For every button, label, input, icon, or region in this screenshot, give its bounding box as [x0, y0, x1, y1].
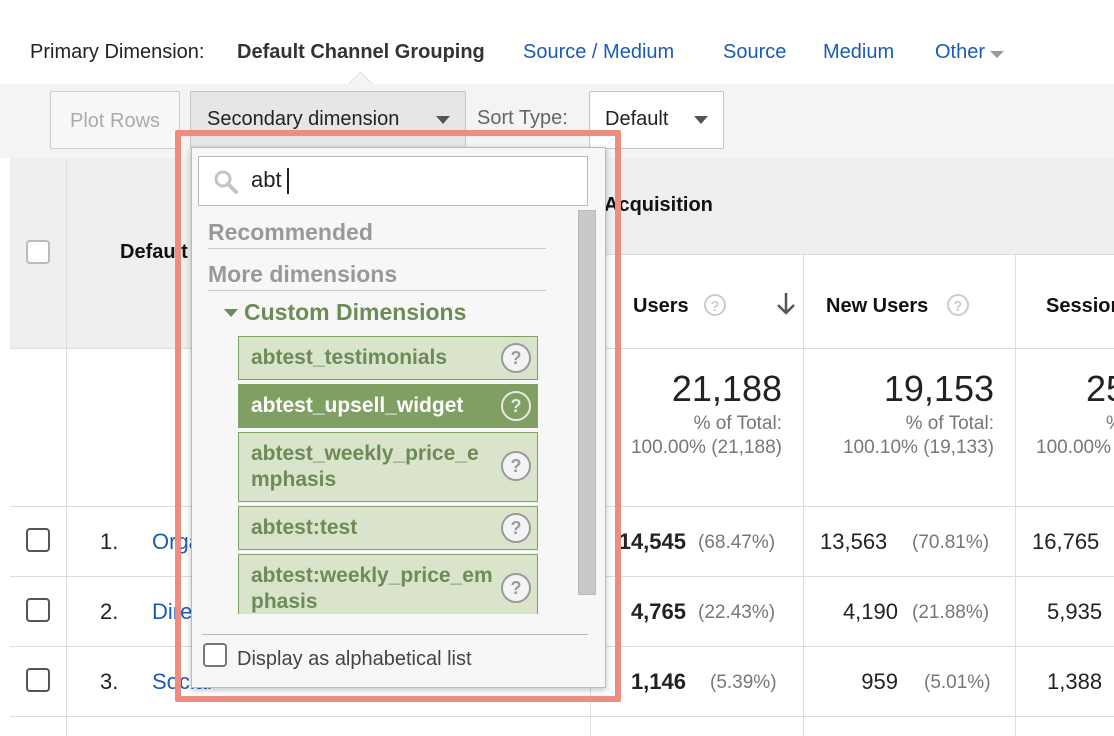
sort-type-value: Default	[605, 108, 669, 130]
dimension-option-label: abtest:test	[251, 516, 358, 539]
primary-dimension-link-source[interactable]: Source	[723, 41, 787, 63]
text-cursor	[287, 168, 289, 194]
primary-dimension-link-other[interactable]: Other	[935, 41, 986, 63]
help-icon[interactable]: ?	[704, 294, 726, 316]
new-users-value: 959	[861, 669, 898, 694]
dimension-option-label: abtest_weekly_price_emphasis	[251, 442, 479, 491]
new-users-total-pct-label: % of Total:	[905, 413, 994, 434]
table-toolbar	[0, 84, 1114, 158]
users-value: 4,765	[630, 599, 686, 624]
row-checkbox[interactable]	[26, 598, 50, 622]
recommended-section[interactable]: Recommended	[208, 219, 373, 245]
more-dimensions-section[interactable]: More dimensions	[208, 261, 398, 287]
sessions-total: 25	[1086, 368, 1114, 409]
users-value: 14,545	[618, 529, 686, 554]
dimension-option-label: abtest_upsell_widget	[251, 394, 464, 417]
primary-dimension-link-medium[interactable]: Medium	[823, 41, 895, 63]
divider	[1015, 254, 1016, 736]
primary-dimension-bar	[0, 0, 1114, 85]
dimension-option[interactable]: abtest:weekly_price_emphasis ?	[238, 554, 538, 614]
sort-type-label: Sort Type:	[477, 107, 568, 129]
sessions-total-pct: 100.00%	[1036, 437, 1112, 458]
dimension-option[interactable]: abtest:test ?	[238, 506, 538, 550]
secondary-dimension-label: Secondary dimension	[207, 108, 400, 130]
help-icon[interactable]: ?	[501, 573, 531, 603]
help-icon[interactable]: ?	[947, 294, 969, 316]
new-users-value: 4,190	[842, 599, 898, 624]
dimension-column-header[interactable]: Default Channel Grouping	[120, 241, 190, 263]
triangle-down-icon[interactable]	[224, 309, 238, 317]
sessions-column-header[interactable]: Sessions	[1046, 295, 1114, 317]
select-all-checkbox[interactable]	[26, 240, 50, 264]
new-users-total: 19,153	[883, 368, 994, 409]
other-caret-down-icon[interactable]	[990, 51, 1004, 58]
dimension-option-selected[interactable]: abtest_upsell_widget ?	[238, 384, 538, 428]
divider	[208, 248, 546, 249]
custom-dimensions-group[interactable]: Custom Dimensions	[244, 299, 467, 325]
row-number: 3.	[100, 669, 119, 694]
channel-link[interactable]: Organic Search	[152, 529, 192, 554]
search-icon	[214, 170, 238, 194]
channel-link[interactable]: Direct	[152, 599, 192, 624]
sessions-value: 5,935	[1047, 599, 1103, 624]
new-users-pct: (21.88%)	[912, 602, 990, 623]
help-icon[interactable]: ?	[501, 343, 531, 373]
new-users-column-header[interactable]: New Users	[826, 295, 929, 317]
users-pct: (68.47%)	[698, 532, 776, 553]
dimension-option-label: abtest_testimonials	[251, 346, 448, 369]
sessions-value: 1,388	[1047, 669, 1103, 694]
sessions-total-pct-label: %	[1106, 412, 1114, 436]
users-column-header[interactable]: Users	[633, 295, 689, 317]
new-users-total-pct: 100.10% (19,133)	[842, 437, 994, 458]
divider	[590, 254, 1114, 255]
users-total-pct-label: % of Total:	[693, 413, 782, 434]
row-number: 2.	[100, 599, 119, 624]
new-users-pct: (5.01%)	[924, 672, 991, 693]
highlight-outline	[175, 130, 621, 702]
column-header-row	[590, 254, 1114, 348]
dimension-option[interactable]: abtest_weekly_price_emphasis ?	[238, 432, 538, 502]
dropdown-scrollbar[interactable]	[578, 210, 596, 595]
search-value: abt	[251, 167, 282, 192]
divider	[202, 634, 588, 635]
caret-down-icon	[436, 116, 450, 124]
row-checkbox[interactable]	[26, 668, 50, 692]
help-icon[interactable]: ?	[501, 451, 531, 481]
dimension-search-input[interactable]: abt	[198, 156, 588, 206]
primary-dimension-label: Primary Dimension:	[30, 41, 205, 63]
divider	[208, 290, 546, 291]
users-total: 21,188	[671, 368, 782, 409]
divider	[803, 254, 804, 736]
help-icon[interactable]: ?	[501, 391, 531, 421]
users-total-pct: 100.00% (21,188)	[630, 437, 782, 458]
divider	[66, 158, 67, 736]
dimension-option-label: abtest:weekly_price_emphasis	[251, 564, 493, 613]
acquisition-group-header: Acquisition	[604, 194, 713, 216]
caret-down-icon	[694, 116, 708, 124]
sort-arrow-down-icon[interactable]	[775, 291, 797, 317]
help-icon[interactable]: ?	[501, 513, 531, 543]
users-pct: (22.43%)	[698, 602, 776, 623]
new-users-value: 13,563	[820, 529, 888, 554]
new-users-pct: (70.81%)	[912, 532, 990, 553]
users-value: 1,146	[630, 669, 686, 694]
row-number: 1.	[100, 529, 119, 554]
divider	[10, 716, 1114, 717]
dimension-option[interactable]: abtest_testimonials ?	[238, 336, 538, 380]
alphabetical-list-label[interactable]: Display as alphabetical list	[237, 648, 472, 670]
plot-rows-button[interactable]: Plot Rows	[50, 91, 180, 149]
row-checkbox[interactable]	[26, 528, 50, 552]
users-pct: (5.39%)	[710, 672, 777, 693]
sessions-value: 16,765	[1032, 529, 1100, 554]
alphabetical-list-checkbox[interactable]	[203, 643, 227, 667]
primary-dimension-link-source-medium[interactable]: Source / Medium	[523, 41, 675, 63]
sort-type-select[interactable]: Default	[589, 91, 724, 149]
primary-dimension-active: Default Channel Grouping	[237, 41, 485, 63]
